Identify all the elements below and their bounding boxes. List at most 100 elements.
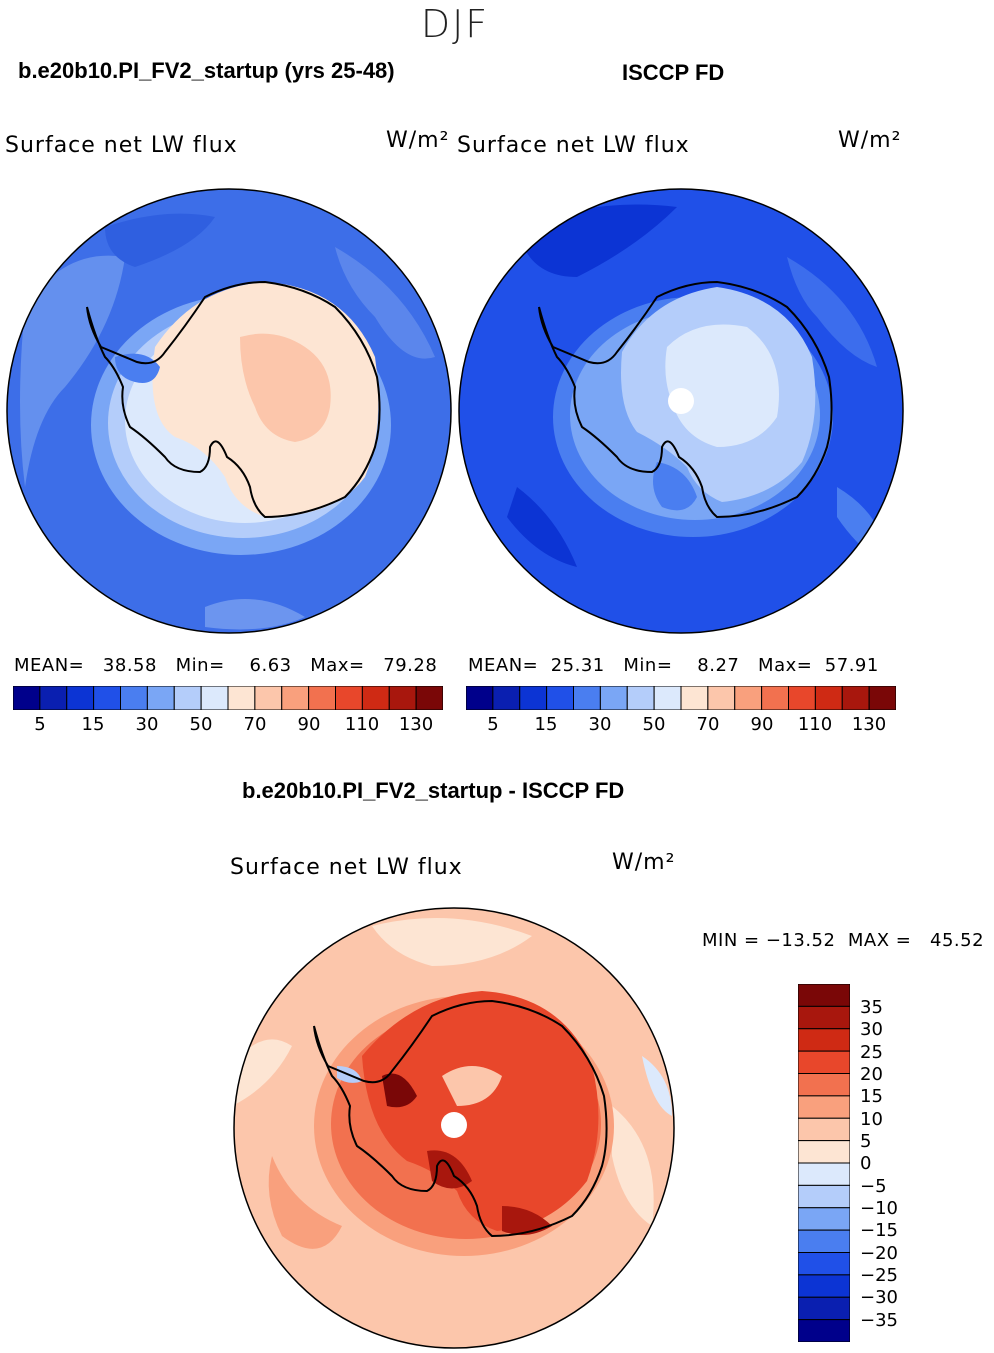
colorbar-swatch (466, 686, 494, 710)
model-variable-label: Surface net LW flux (5, 133, 238, 158)
colorbar-swatch (798, 1207, 850, 1231)
colorbar-swatch (66, 686, 95, 710)
colorbar-tick: 30 (135, 714, 159, 735)
ocean-band (372, 918, 532, 966)
colorbar-tick: 30 (860, 1019, 883, 1040)
colorbar-swatch (254, 686, 283, 710)
ocean-band (105, 213, 215, 267)
colorbar-tick: −15 (860, 1220, 898, 1241)
ocean-band (642, 1056, 672, 1116)
colorbar-swatch (798, 1073, 850, 1097)
max-anomaly-patch (382, 1073, 417, 1108)
obs-colorbar: 5 15 30 50 70 90 110 130 (466, 686, 896, 735)
colorbar-tick: 25 (860, 1042, 883, 1063)
colorbar-swatch (573, 686, 601, 710)
model-colorbar: 5 15 30 50 70 90 110 130 (13, 686, 443, 735)
colorbar-swatch (13, 686, 41, 710)
colorbar-swatch (120, 686, 148, 710)
colorbar-swatch (798, 1274, 850, 1298)
diff-variable-label: Surface net LW flux (230, 855, 463, 880)
colorbar-swatch (798, 1095, 850, 1119)
ocean-band (268, 1156, 342, 1249)
colorbar-swatch (761, 686, 789, 710)
colorbar-swatch (308, 686, 336, 710)
colorbar-tick: 15 (860, 1086, 883, 1107)
season-title: DJF (420, 2, 490, 46)
colorbar-swatch (653, 686, 682, 710)
colorbar-tick: 90 (750, 714, 774, 735)
map-boundary (233, 907, 675, 1349)
colorbar-tick: 50 (642, 714, 666, 735)
colorbar-tick: 30 (588, 714, 612, 735)
colorbar-swatch (868, 686, 896, 710)
ice-shelf-patch (653, 462, 697, 511)
colorbar-swatch (798, 1050, 850, 1074)
colorbar-swatch (361, 686, 390, 710)
ocean-band (205, 599, 305, 630)
colorbar-tick: 35 (860, 997, 883, 1018)
diff-colorbar (798, 984, 850, 1342)
colorbar-swatch (415, 686, 443, 710)
colorbar-swatch (227, 686, 256, 710)
colorbar-tick: 20 (860, 1064, 883, 1085)
obs-panel-title: ISCCP FD (622, 60, 725, 85)
colorbar-swatch (626, 686, 655, 710)
colorbar-tick: 10 (860, 1109, 883, 1130)
map-boundary (6, 188, 452, 634)
colorbar-swatch (798, 1252, 850, 1276)
colorbar-swatch (798, 1028, 850, 1052)
colorbar-tick: −30 (860, 1287, 898, 1308)
colorbar-swatch (707, 686, 736, 710)
colorbar-tick: −10 (860, 1198, 898, 1219)
colorbar-swatch (492, 686, 521, 710)
colorbar-tick: 5 (860, 1131, 872, 1152)
colorbar-swatch (798, 1319, 850, 1342)
diff-units-label: W/m² (612, 850, 676, 875)
colorbar-swatch (798, 1229, 850, 1253)
colorbar-swatch (281, 686, 310, 710)
colorbar-swatch (173, 686, 202, 710)
colorbar-swatch (798, 1005, 850, 1030)
colorbar-swatch (814, 686, 843, 710)
model-units-label: W/m² (386, 128, 450, 153)
colorbar-swatch (388, 686, 417, 710)
obs-polar-map (458, 188, 904, 634)
colorbar-tick: 5 (34, 714, 46, 735)
colorbar-swatch (841, 686, 870, 710)
colorbar-swatch (599, 686, 628, 710)
colorbar-tick: 70 (696, 714, 720, 735)
pole-mask (441, 1112, 467, 1138)
colorbar-tick: −35 (860, 1310, 898, 1331)
continent-warm-patch (240, 333, 331, 442)
colorbar-swatch (798, 1296, 850, 1321)
pole-mask (668, 388, 694, 414)
obs-colorbar-ticks: 5 15 30 50 70 90 110 130 (466, 710, 896, 735)
colorbar-tick: 110 (797, 714, 833, 735)
colorbar-swatch (798, 1184, 850, 1209)
colorbar-swatch (546, 686, 574, 710)
obs-colorbar-swatches (466, 686, 896, 710)
colorbar-tick: −25 (860, 1265, 898, 1286)
colorbar-swatch (200, 686, 229, 710)
ocean-band (234, 1039, 292, 1106)
obs-stats: MEAN= 25.31 Min= 8.27 Max= 57.91 (468, 655, 879, 676)
continent-warm-patch (665, 324, 779, 447)
colorbar-tick: −20 (860, 1243, 898, 1264)
colorbar-tick: 130 (398, 714, 434, 735)
colorbar-tick: 15 (81, 714, 105, 735)
colorbar-tick: 130 (851, 714, 887, 735)
max-anomaly-patch (427, 1150, 472, 1189)
colorbar-swatch (39, 686, 68, 710)
colorbar-swatch (519, 686, 548, 710)
diff-polar-map (233, 907, 675, 1349)
colorbar-tick: 0 (860, 1153, 872, 1174)
ocean-band (787, 257, 877, 367)
colorbar-swatch (146, 686, 175, 710)
ocean-band (612, 1106, 654, 1226)
colorbar-swatch (798, 1117, 850, 1142)
antarctica-coastline (538, 280, 833, 519)
model-colorbar-ticks: 5 15 30 50 70 90 110 130 (13, 710, 443, 735)
colorbar-swatch (798, 1140, 850, 1164)
antarctica-coastline (313, 999, 608, 1238)
colorbar-tick: 50 (189, 714, 213, 735)
